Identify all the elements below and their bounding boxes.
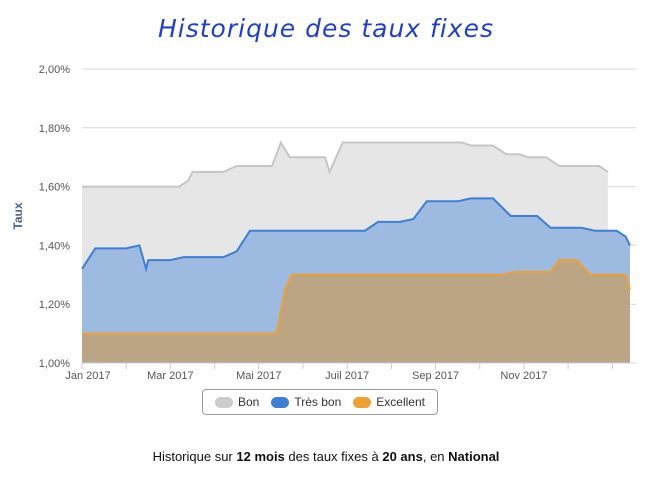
x-tick-label: Mar 2017 <box>147 370 193 382</box>
x-tick-label: Juil 2017 <box>325 370 369 382</box>
legend-item-excellent[interactable]: Excellent <box>353 395 425 409</box>
series-areas <box>81 140 631 363</box>
y-tick-label: 1,20% <box>39 299 70 311</box>
line-excellent <box>82 259 631 335</box>
y-tick-label: 1,60% <box>39 182 70 194</box>
caption-prefix: Historique sur <box>152 449 237 464</box>
legend-label-excellent: Excellent <box>376 395 425 409</box>
x-tick-label: Nov 2017 <box>500 370 547 382</box>
caption-months: 12 mois <box>236 449 285 464</box>
y-axis-title: Taux <box>11 202 25 229</box>
y-tick-label: 1,80% <box>39 123 70 135</box>
line-tres-bon <box>81 197 631 273</box>
legend-label-bon: Bon <box>238 395 260 409</box>
y-tick-label: 1,00% <box>39 358 70 370</box>
x-tick-label: Jan 2017 <box>65 370 110 382</box>
legend-swatch-tres-bon <box>271 396 290 408</box>
caption-years: 20 ans <box>382 449 423 464</box>
x-tick-label: Mai 2017 <box>236 370 281 382</box>
caption-region: National <box>448 449 500 464</box>
x-tick-label: Sep 2017 <box>412 370 459 382</box>
chart-title: Historique des taux fixes <box>157 14 494 43</box>
area-excellent <box>82 260 630 363</box>
line-bon <box>82 140 609 188</box>
legend-swatch-bon <box>215 396 233 408</box>
legend-label-tres-bon: Très bon <box>294 395 342 409</box>
legend-item-tres-bon[interactable]: Très bon <box>271 395 341 409</box>
caption-middle2: , en <box>422 449 449 464</box>
legend-item-bon[interactable]: Bon <box>215 395 259 409</box>
legend: Bon Très bon Excellent <box>202 389 438 415</box>
axes: 1,00% 1,20% 1,40% 1,60% 1,80% 2,00% Jan 2017 Ma… <box>39 64 630 382</box>
chart-caption: Historique sur 12 mois des taux fixes à … <box>0 449 652 464</box>
caption-middle: des taux fixes à <box>284 449 383 464</box>
y-tick-label: 1,40% <box>39 240 70 252</box>
legend-swatch-excellent <box>353 396 372 408</box>
y-tick-label: 2,00% <box>39 64 70 76</box>
